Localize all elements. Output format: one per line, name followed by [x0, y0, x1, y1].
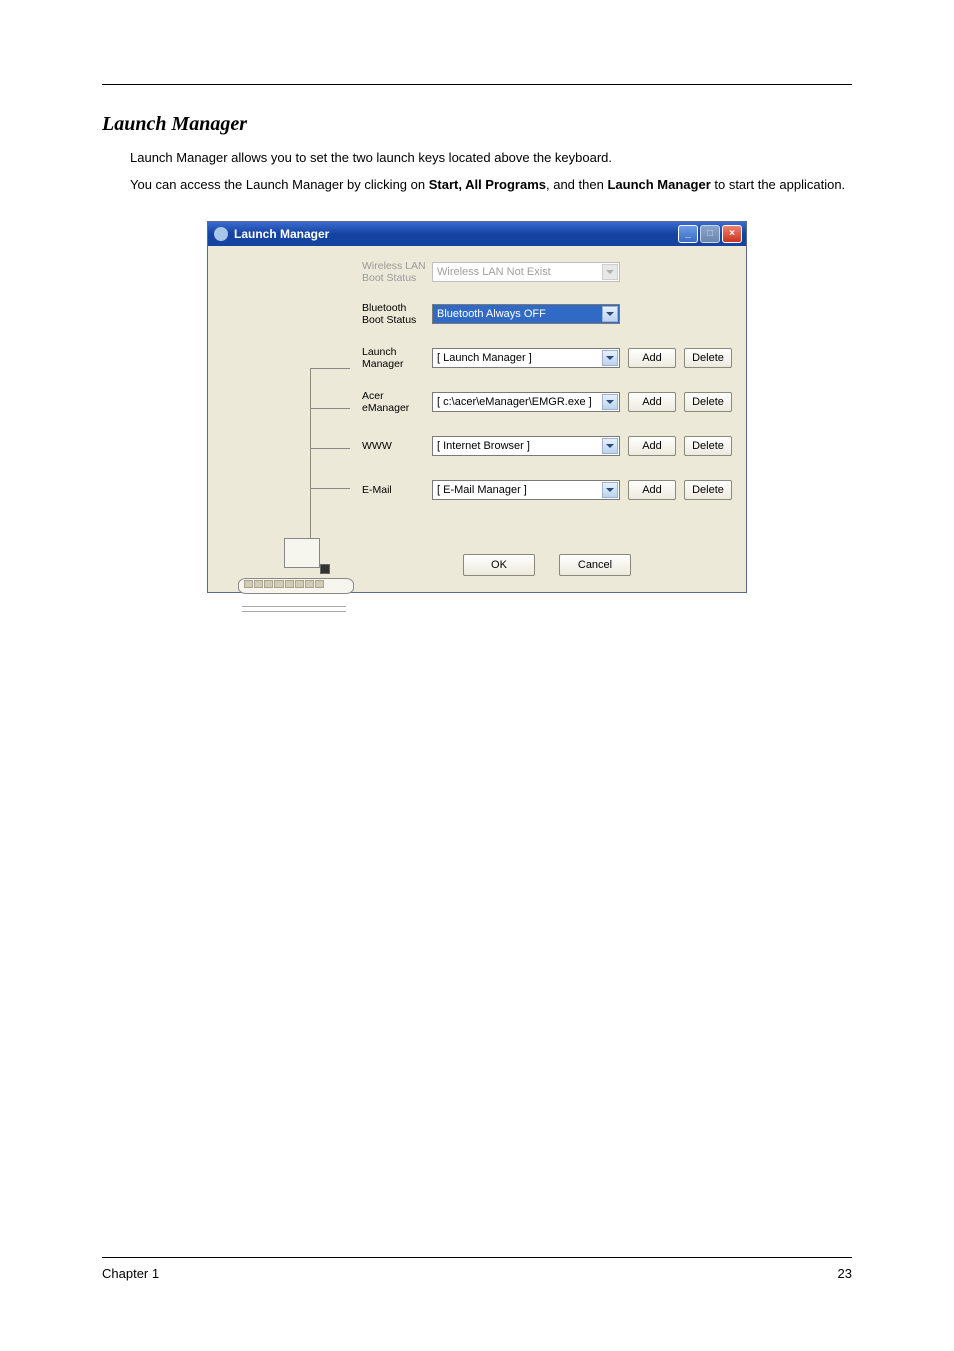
row-wlan: Wireless LAN Boot Status Wireless LAN No…: [362, 258, 732, 286]
close-button[interactable]: ×: [722, 225, 742, 243]
maximize-button: □: [700, 225, 720, 243]
p2-c: , and then: [546, 177, 607, 192]
label-bluetooth: Bluetooth Boot Status: [362, 302, 432, 326]
combo-wlan: Wireless LAN Not Exist: [432, 262, 620, 282]
combo-bluetooth[interactable]: Bluetooth Always OFF: [432, 304, 620, 324]
lead-www: [310, 448, 350, 449]
row-www: WWW [ Internet Browser ] Add Delete: [362, 432, 732, 460]
row-acer-emanager: Acer eManager [ c:\acer\eManager\EMGR.ex…: [362, 388, 732, 416]
add-button-www[interactable]: Add: [628, 436, 676, 456]
p2-b2: Launch Manager: [607, 177, 710, 192]
section-heading: Launch Manager: [102, 113, 852, 136]
label-acer-emanager: Acer eManager: [362, 390, 432, 414]
row-launch-manager: Launch Manager [ Launch Manager ] Add De…: [362, 344, 732, 372]
add-button-lm[interactable]: Add: [628, 348, 676, 368]
titlebar: Launch Manager _ □ ×: [208, 222, 746, 246]
label-wlan: Wireless LAN Boot Status: [362, 260, 432, 284]
add-button-acer[interactable]: Add: [628, 392, 676, 412]
lead-mail: [310, 488, 350, 489]
combo-bluetooth-value: Bluetooth Always OFF: [437, 308, 546, 320]
minimize-button[interactable]: _: [678, 225, 698, 243]
intro-line-2: You can access the Launch Manager by cli…: [130, 173, 852, 196]
left-column: [222, 258, 362, 576]
dialog-button-row: OK Cancel: [362, 554, 732, 576]
window-body: Wireless LAN Boot Status Wireless LAN No…: [208, 246, 746, 592]
combo-lm-value: [ Launch Manager ]: [437, 352, 532, 364]
dropdown-icon[interactable]: [602, 350, 618, 366]
delete-button-acer[interactable]: Delete: [684, 392, 732, 412]
top-rule: [102, 84, 852, 85]
row-bluetooth: Bluetooth Boot Status Bluetooth Always O…: [362, 300, 732, 328]
app-icon: [214, 227, 228, 241]
close-icon: ×: [729, 228, 735, 239]
dropdown-icon[interactable]: [602, 394, 618, 410]
dropdown-icon[interactable]: [602, 306, 618, 322]
form-rows: Wireless LAN Boot Status Wireless LAN No…: [362, 258, 732, 576]
combo-www[interactable]: [ Internet Browser ]: [432, 436, 620, 456]
label-launch-manager: Launch Manager: [362, 346, 432, 370]
lead-lm: [310, 368, 350, 369]
ok-button[interactable]: OK: [463, 554, 535, 576]
minimize-icon: _: [685, 228, 691, 239]
delete-button-www[interactable]: Delete: [684, 436, 732, 456]
combo-wlan-value: Wireless LAN Not Exist: [437, 266, 551, 278]
screenshot-figure: Launch Manager _ □ ×: [102, 221, 852, 593]
footer-page-number: 23: [838, 1266, 852, 1281]
laptop-illustration: [234, 538, 354, 623]
add-button-email[interactable]: Add: [628, 480, 676, 500]
cancel-button[interactable]: Cancel: [559, 554, 631, 576]
label-www: WWW: [362, 440, 432, 452]
p2-a: You can access the Launch Manager by cli…: [130, 177, 429, 192]
footer-rule: [102, 1257, 852, 1258]
p2-d: to start the application.: [711, 177, 845, 192]
combo-email-value: [ E-Mail Manager ]: [437, 484, 527, 496]
combo-www-value: [ Internet Browser ]: [437, 440, 530, 452]
combo-launch-manager[interactable]: [ Launch Manager ]: [432, 348, 620, 368]
p2-b1: Start, All Programs: [429, 177, 546, 192]
window-title: Launch Manager: [234, 227, 329, 241]
combo-acer-emanager[interactable]: [ c:\acer\eManager\EMGR.exe ]: [432, 392, 620, 412]
combo-acer-value: [ c:\acer\eManager\EMGR.exe ]: [437, 396, 592, 408]
launch-manager-window: Launch Manager _ □ ×: [207, 221, 747, 593]
page-footer: Chapter 1 23: [102, 1257, 852, 1281]
lead-acer: [310, 408, 350, 409]
intro-line-1: Launch Manager allows you to set the two…: [130, 146, 852, 169]
delete-button-email[interactable]: Delete: [684, 480, 732, 500]
footer-chapter: Chapter 1: [102, 1266, 159, 1281]
dropdown-icon[interactable]: [602, 482, 618, 498]
label-email: E-Mail: [362, 484, 432, 496]
delete-button-lm[interactable]: Delete: [684, 348, 732, 368]
dropdown-icon: [602, 264, 618, 280]
combo-email[interactable]: [ E-Mail Manager ]: [432, 480, 620, 500]
row-email: E-Mail [ E-Mail Manager ] Add Delete: [362, 476, 732, 504]
dropdown-icon[interactable]: [602, 438, 618, 454]
maximize-icon: □: [707, 228, 713, 239]
